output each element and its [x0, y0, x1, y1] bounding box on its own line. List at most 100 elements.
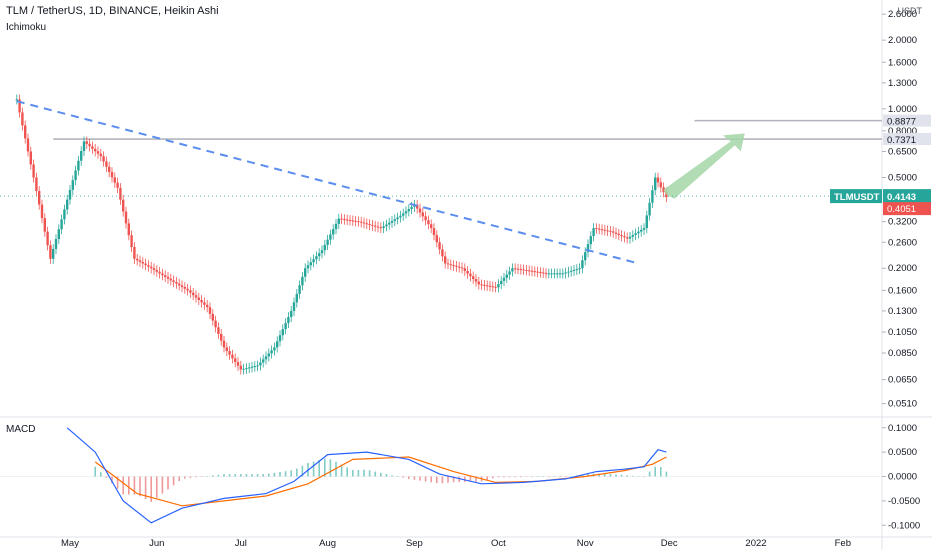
candle-body	[46, 231, 49, 246]
time-tick-label: Aug	[319, 538, 336, 549]
secondary-price-tag	[883, 202, 931, 216]
candle-body	[446, 263, 450, 265]
candle-body	[141, 261, 144, 264]
level-tag	[883, 114, 931, 127]
macd-histogram-bar	[396, 476, 399, 477]
price-tick-label: 0.1300	[888, 306, 917, 317]
candle-body	[273, 347, 276, 351]
price-tick-label: 0.1600	[888, 285, 917, 296]
time-tick-label: Jul	[235, 538, 247, 549]
candle-body	[267, 353, 270, 357]
price-tick-label: 0.3200	[888, 217, 917, 228]
macd-histogram-bar	[402, 476, 404, 478]
macd-histogram-bar	[184, 476, 186, 479]
candle-body	[66, 199, 69, 210]
macd-histogram-bar	[391, 475, 393, 477]
macd-tick-label: -0.0500	[888, 496, 920, 507]
candle-body	[469, 273, 472, 277]
candle-body	[435, 235, 438, 243]
macd-histogram-bar	[346, 467, 348, 477]
macd-line	[66, 427, 667, 524]
macd-histogram-bar	[357, 469, 360, 477]
candle-body	[183, 287, 186, 289]
macd-histogram-bar	[604, 473, 606, 477]
macd-histogram-bar	[452, 476, 455, 483]
candle-body	[130, 235, 133, 247]
candle-body	[155, 269, 158, 272]
candle-body	[654, 177, 657, 191]
candle-body	[175, 282, 178, 284]
candle-body	[256, 365, 259, 367]
candle-body	[449, 264, 452, 266]
macd-histogram-bar	[626, 475, 628, 477]
macd-histogram-bar	[262, 474, 264, 477]
price-tick-label: 1.6000	[888, 57, 917, 68]
candle-body	[572, 269, 576, 271]
candle-body	[52, 248, 55, 259]
macd-histogram-bar	[660, 467, 662, 477]
candle-body	[337, 218, 340, 224]
candle-body	[323, 244, 326, 251]
macd-histogram-bar	[245, 474, 248, 477]
time-tick-label: Nov	[577, 538, 594, 549]
candle-body	[166, 276, 170, 279]
candle-body	[556, 273, 559, 275]
macd-histogram-bar	[223, 474, 225, 477]
candle-body	[357, 221, 360, 223]
trendline	[16, 100, 639, 265]
macd-histogram-bar	[161, 476, 164, 494]
macd-histogram-bar	[413, 476, 416, 480]
candle-body	[85, 141, 88, 144]
price-tick-label: 0.5000	[888, 172, 917, 183]
candle-body	[228, 351, 231, 355]
candle-body	[374, 225, 377, 227]
price-tick-label: 0.8000	[888, 126, 917, 137]
macd-histogram-bar	[525, 476, 528, 477]
candle-body	[40, 204, 44, 219]
macd-histogram-bar	[520, 476, 522, 478]
candle-body	[463, 268, 466, 271]
macd-histogram-bar	[340, 464, 343, 477]
macd-histogram-bar	[559, 476, 561, 477]
macd-histogram-bar	[111, 476, 113, 484]
candle-body	[119, 187, 122, 200]
candle-body	[371, 224, 374, 226]
candle-body	[491, 286, 494, 288]
candle-body	[432, 228, 436, 236]
candle-body	[466, 270, 469, 274]
price-tick-label: 0.0510	[888, 399, 917, 410]
candle-body	[189, 290, 192, 293]
candle-body	[298, 285, 301, 294]
candle-body	[645, 215, 648, 229]
candle-body	[631, 235, 634, 237]
macd-histogram-bar	[458, 476, 460, 483]
candle-body	[320, 250, 324, 254]
candle-body	[113, 177, 116, 183]
candle-body	[276, 341, 279, 348]
candle-body	[340, 218, 343, 220]
candle-body	[35, 177, 38, 192]
time-tick-label: Jun	[149, 538, 164, 549]
candle-body	[530, 270, 534, 272]
candle-body	[172, 280, 175, 283]
candle-body	[292, 302, 296, 311]
candle-body	[108, 166, 111, 173]
candle-body	[511, 268, 514, 272]
macd-histogram-bar	[497, 476, 500, 478]
candle-body	[351, 220, 354, 222]
candle-body	[404, 211, 408, 214]
macd-histogram-bar	[206, 476, 208, 477]
candle-body	[620, 234, 623, 237]
candle-body	[231, 354, 234, 359]
candle-body	[220, 333, 223, 341]
candle-body	[393, 219, 396, 221]
candle-body	[561, 273, 564, 275]
candle-body	[315, 256, 318, 260]
macd-histogram	[94, 458, 668, 502]
candle-body	[539, 272, 542, 274]
candle-body	[455, 265, 458, 267]
macd-histogram-bar	[150, 476, 152, 502]
macd-histogram-bar	[352, 470, 354, 477]
